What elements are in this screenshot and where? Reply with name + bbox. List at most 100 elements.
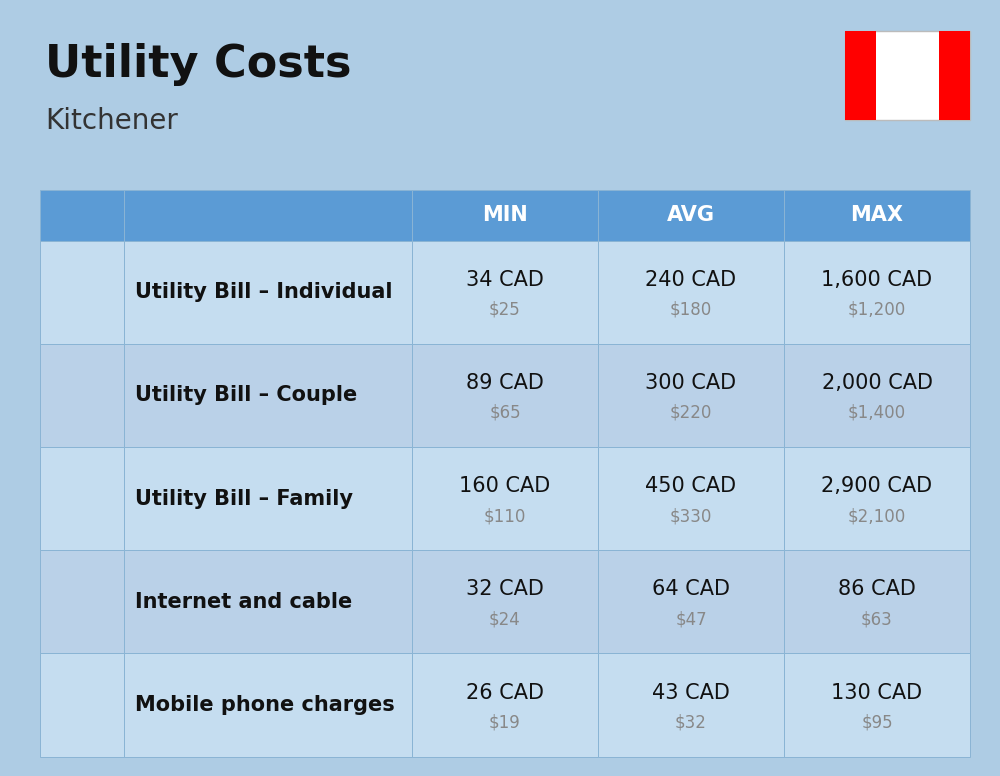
Text: $32: $32	[675, 714, 707, 732]
Text: 26 CAD: 26 CAD	[466, 683, 544, 702]
Circle shape	[76, 244, 79, 248]
Circle shape	[80, 258, 83, 262]
Text: 34 CAD: 34 CAD	[466, 270, 544, 289]
FancyBboxPatch shape	[84, 699, 93, 709]
Text: $25: $25	[489, 301, 521, 319]
Text: $65: $65	[489, 404, 521, 422]
FancyBboxPatch shape	[88, 511, 112, 543]
Text: 160 CAD: 160 CAD	[459, 476, 551, 496]
Text: $330: $330	[670, 508, 712, 525]
Text: 130 CAD: 130 CAD	[831, 683, 923, 702]
Circle shape	[80, 599, 84, 605]
Text: Mobile phone charges: Mobile phone charges	[135, 695, 395, 715]
Text: $95: $95	[861, 714, 893, 732]
Circle shape	[80, 449, 83, 452]
Polygon shape	[881, 39, 934, 106]
Circle shape	[85, 256, 88, 260]
Text: AVG: AVG	[667, 206, 715, 225]
Text: $180: $180	[670, 301, 712, 319]
FancyBboxPatch shape	[55, 419, 68, 432]
Text: Internet and cable: Internet and cable	[135, 592, 352, 611]
Circle shape	[77, 452, 87, 465]
Text: Utility Bill – Family: Utility Bill – Family	[135, 489, 353, 508]
FancyBboxPatch shape	[84, 685, 93, 696]
Circle shape	[80, 242, 83, 246]
Text: MIN: MIN	[482, 206, 528, 225]
Circle shape	[77, 245, 87, 258]
Text: Utility Bill – Individual: Utility Bill – Individual	[135, 282, 392, 302]
Text: 43 CAD: 43 CAD	[652, 683, 730, 702]
FancyBboxPatch shape	[75, 685, 83, 696]
Circle shape	[85, 348, 88, 352]
FancyBboxPatch shape	[58, 659, 106, 751]
Text: $1,200: $1,200	[848, 301, 906, 319]
Text: $63: $63	[861, 611, 893, 629]
FancyBboxPatch shape	[88, 408, 112, 440]
Circle shape	[74, 250, 77, 254]
Text: 89 CAD: 89 CAD	[466, 373, 544, 393]
Text: Utility Bill – Couple: Utility Bill – Couple	[135, 386, 357, 405]
Text: $19: $19	[489, 714, 521, 732]
FancyBboxPatch shape	[55, 522, 68, 535]
Text: 2,900 CAD: 2,900 CAD	[821, 476, 933, 496]
Ellipse shape	[98, 322, 102, 329]
FancyBboxPatch shape	[75, 699, 83, 709]
FancyBboxPatch shape	[65, 712, 73, 722]
Circle shape	[85, 244, 88, 248]
Text: $1,400: $1,400	[848, 404, 906, 422]
FancyBboxPatch shape	[65, 699, 73, 709]
Circle shape	[80, 352, 84, 359]
Text: 64 CAD: 64 CAD	[652, 580, 730, 599]
Circle shape	[80, 362, 83, 365]
FancyBboxPatch shape	[50, 408, 74, 440]
Text: 300 CAD: 300 CAD	[645, 373, 737, 393]
Circle shape	[87, 456, 90, 460]
Text: MAX: MAX	[850, 206, 904, 225]
FancyBboxPatch shape	[72, 272, 91, 298]
Circle shape	[85, 462, 88, 466]
Text: 86 CAD: 86 CAD	[838, 580, 916, 599]
Ellipse shape	[76, 470, 88, 485]
Circle shape	[87, 250, 90, 254]
Circle shape	[87, 353, 90, 357]
Text: 32 CAD: 32 CAD	[466, 580, 544, 599]
Circle shape	[76, 256, 79, 260]
Circle shape	[76, 348, 79, 352]
Text: 450 CAD: 450 CAD	[645, 476, 737, 496]
FancyBboxPatch shape	[63, 670, 100, 740]
FancyBboxPatch shape	[88, 305, 112, 337]
FancyBboxPatch shape	[55, 609, 109, 632]
Text: $110: $110	[484, 508, 526, 525]
FancyBboxPatch shape	[55, 316, 68, 329]
Circle shape	[76, 359, 79, 363]
Text: $47: $47	[675, 611, 707, 629]
FancyBboxPatch shape	[75, 712, 83, 722]
Circle shape	[74, 353, 77, 357]
Text: Utility Costs: Utility Costs	[45, 43, 352, 85]
Circle shape	[80, 456, 84, 462]
Circle shape	[76, 462, 79, 466]
Text: Kitchener: Kitchener	[45, 107, 178, 135]
Ellipse shape	[98, 528, 102, 535]
Text: $220: $220	[670, 404, 712, 422]
FancyBboxPatch shape	[50, 305, 74, 337]
Text: 1,600 CAD: 1,600 CAD	[821, 270, 933, 289]
Ellipse shape	[76, 367, 88, 382]
Circle shape	[80, 465, 83, 469]
Circle shape	[76, 451, 79, 455]
Ellipse shape	[76, 264, 88, 279]
Circle shape	[85, 451, 88, 455]
Circle shape	[80, 249, 84, 255]
Text: 2,000 CAD: 2,000 CAD	[822, 373, 932, 393]
Text: 240 CAD: 240 CAD	[645, 270, 737, 289]
Circle shape	[77, 348, 87, 362]
FancyBboxPatch shape	[65, 685, 73, 696]
Circle shape	[98, 618, 102, 623]
Circle shape	[74, 456, 77, 460]
FancyBboxPatch shape	[72, 376, 91, 401]
Text: $24: $24	[489, 611, 521, 629]
FancyBboxPatch shape	[50, 511, 74, 543]
Circle shape	[85, 359, 88, 363]
Text: $2,100: $2,100	[848, 508, 906, 525]
Ellipse shape	[98, 425, 102, 432]
